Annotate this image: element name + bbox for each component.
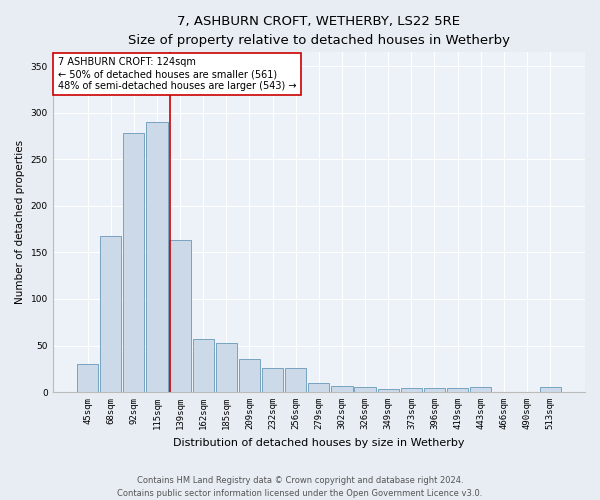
Bar bbox=[146, 122, 167, 392]
Bar bbox=[262, 368, 283, 392]
Bar bbox=[470, 388, 491, 392]
Bar bbox=[424, 388, 445, 392]
Text: Contains HM Land Registry data © Crown copyright and database right 2024.
Contai: Contains HM Land Registry data © Crown c… bbox=[118, 476, 482, 498]
Bar bbox=[355, 388, 376, 392]
Bar bbox=[447, 388, 468, 392]
Bar bbox=[377, 390, 399, 392]
Bar bbox=[100, 236, 121, 392]
Bar bbox=[308, 382, 329, 392]
Bar bbox=[215, 342, 237, 392]
Bar bbox=[77, 364, 98, 392]
Bar bbox=[239, 360, 260, 392]
Bar bbox=[401, 388, 422, 392]
Bar bbox=[123, 134, 145, 392]
Bar bbox=[193, 339, 214, 392]
Bar bbox=[285, 368, 307, 392]
Y-axis label: Number of detached properties: Number of detached properties bbox=[15, 140, 25, 304]
Title: 7, ASHBURN CROFT, WETHERBY, LS22 5RE
Size of property relative to detached house: 7, ASHBURN CROFT, WETHERBY, LS22 5RE Siz… bbox=[128, 15, 510, 47]
Bar bbox=[331, 386, 353, 392]
X-axis label: Distribution of detached houses by size in Wetherby: Distribution of detached houses by size … bbox=[173, 438, 464, 448]
Bar bbox=[169, 240, 191, 392]
Text: 7 ASHBURN CROFT: 124sqm
← 50% of detached houses are smaller (561)
48% of semi-d: 7 ASHBURN CROFT: 124sqm ← 50% of detache… bbox=[58, 58, 296, 90]
Bar bbox=[539, 388, 561, 392]
